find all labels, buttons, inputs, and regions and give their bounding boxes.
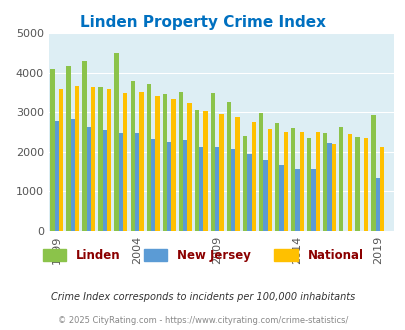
Bar xyxy=(178,92,183,231)
Bar xyxy=(162,94,166,231)
Bar xyxy=(187,104,191,231)
Bar xyxy=(59,89,63,231)
Bar xyxy=(379,148,383,231)
Bar xyxy=(251,122,255,231)
Bar xyxy=(183,140,187,231)
Bar xyxy=(194,110,198,231)
Bar xyxy=(198,148,203,231)
Bar xyxy=(242,136,247,231)
Bar xyxy=(315,132,319,231)
Bar xyxy=(347,134,351,231)
Bar xyxy=(134,133,139,231)
Bar xyxy=(331,144,335,231)
Bar xyxy=(171,99,175,231)
Bar xyxy=(166,142,171,231)
Bar xyxy=(215,148,219,231)
Bar xyxy=(226,102,230,231)
Bar xyxy=(279,165,283,231)
Bar xyxy=(306,138,311,231)
Bar xyxy=(363,138,367,231)
Bar xyxy=(87,127,91,231)
Bar xyxy=(311,169,315,231)
Text: Crime Index corresponds to incidents per 100,000 inhabitants: Crime Index corresponds to incidents per… xyxy=(51,292,354,302)
Bar xyxy=(258,113,262,231)
Bar xyxy=(107,89,111,231)
Bar xyxy=(274,123,279,231)
Bar xyxy=(82,61,87,231)
Bar xyxy=(203,111,207,231)
Bar xyxy=(290,128,294,231)
Bar xyxy=(262,160,267,231)
Bar xyxy=(75,86,79,231)
Bar xyxy=(155,96,159,231)
Bar xyxy=(50,69,54,231)
Bar xyxy=(123,93,127,231)
Bar xyxy=(354,137,359,231)
Bar xyxy=(114,53,119,231)
Bar xyxy=(119,133,123,231)
Bar xyxy=(151,139,155,231)
Bar xyxy=(235,116,239,231)
Bar xyxy=(66,66,70,231)
Bar xyxy=(130,81,134,231)
Text: © 2025 CityRating.com - https://www.cityrating.com/crime-statistics/: © 2025 CityRating.com - https://www.city… xyxy=(58,316,347,325)
Bar xyxy=(98,87,102,231)
Legend: Linden, New Jersey, National: Linden, New Jersey, National xyxy=(38,244,367,266)
Text: Linden Property Crime Index: Linden Property Crime Index xyxy=(80,15,325,30)
Bar xyxy=(247,154,251,231)
Bar xyxy=(267,129,271,231)
Bar xyxy=(219,114,223,231)
Bar xyxy=(327,144,331,231)
Bar xyxy=(139,92,143,231)
Bar xyxy=(210,93,215,231)
Bar xyxy=(54,121,59,231)
Bar xyxy=(294,169,299,231)
Bar xyxy=(299,132,303,231)
Bar xyxy=(70,119,75,231)
Bar xyxy=(283,132,287,231)
Bar xyxy=(102,130,107,231)
Bar xyxy=(375,178,379,231)
Bar xyxy=(322,133,327,231)
Bar xyxy=(230,149,235,231)
Bar xyxy=(370,115,375,231)
Bar xyxy=(146,84,151,231)
Bar xyxy=(91,87,95,231)
Bar xyxy=(338,127,343,231)
